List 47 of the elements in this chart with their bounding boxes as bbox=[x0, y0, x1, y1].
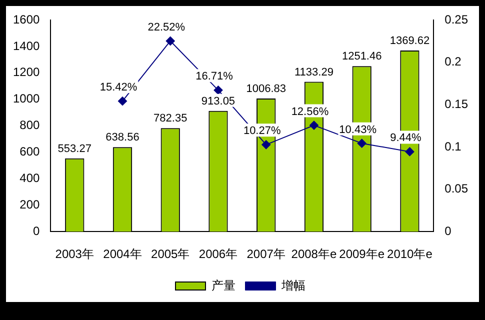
data-label: 1251.46 bbox=[342, 50, 382, 63]
y-tick-label: 1400 bbox=[12, 38, 40, 53]
data-label: 553.27 bbox=[58, 142, 92, 155]
data-label: 1006.83 bbox=[246, 82, 286, 95]
data-label: 913.05 bbox=[201, 95, 236, 108]
point bbox=[118, 96, 127, 106]
y2-tick-label: 0.05 bbox=[444, 182, 468, 196]
data-label: 9.44% bbox=[390, 132, 422, 144]
data-label: 10.27% bbox=[243, 125, 281, 138]
data-label: 22.52% bbox=[148, 22, 186, 34]
data-label: 10.43% bbox=[339, 124, 377, 136]
data-label: 782.35 bbox=[154, 112, 188, 125]
x-tick-label: 2006年 bbox=[198, 247, 238, 262]
y2-tick-label: 0 bbox=[444, 224, 452, 238]
legend-label: 产量 bbox=[212, 278, 236, 292]
data-label: 638.56 bbox=[106, 132, 140, 144]
y2-tick-label: 0.15 bbox=[444, 96, 468, 111]
x-tick-label: 2010年e bbox=[387, 247, 433, 262]
x-tick-label: 2004年 bbox=[103, 247, 142, 262]
data-label: 1369.62 bbox=[390, 35, 430, 47]
x-tick-label: 2007年 bbox=[246, 247, 286, 262]
y2-tick-label: 0.1 bbox=[444, 139, 462, 154]
x-tick-label: 2005年 bbox=[151, 247, 190, 262]
x-tick-label: 2008年e bbox=[291, 247, 337, 262]
y-tick-label: 1200 bbox=[12, 65, 40, 80]
y-tick-label: 200 bbox=[20, 197, 40, 212]
y-tick-label: 0 bbox=[33, 224, 40, 238]
x-tick-label: 2003年 bbox=[55, 247, 94, 262]
y-tick-label: 600 bbox=[20, 144, 40, 159]
x-tick-label: 2009年e bbox=[339, 247, 385, 262]
y2-tick-label: 0.25 bbox=[444, 12, 468, 26]
y-tick-label: 400 bbox=[20, 171, 40, 186]
y-tick-label: 1600 bbox=[12, 12, 40, 26]
legend-label: 增幅 bbox=[280, 278, 306, 292]
data-label: 16.71% bbox=[196, 70, 234, 83]
data-label: 12.56% bbox=[291, 106, 329, 118]
point bbox=[357, 138, 366, 148]
point bbox=[262, 140, 271, 150]
point bbox=[405, 147, 414, 156]
y-tick-label: 1000 bbox=[12, 92, 40, 106]
data-label: 15.42% bbox=[100, 82, 138, 94]
y2-tick-label: 0.2 bbox=[444, 54, 462, 69]
point bbox=[214, 86, 223, 95]
y-tick-label: 800 bbox=[20, 118, 40, 132]
point bbox=[166, 36, 175, 46]
point bbox=[309, 120, 318, 130]
data-label: 1133.29 bbox=[294, 66, 334, 78]
